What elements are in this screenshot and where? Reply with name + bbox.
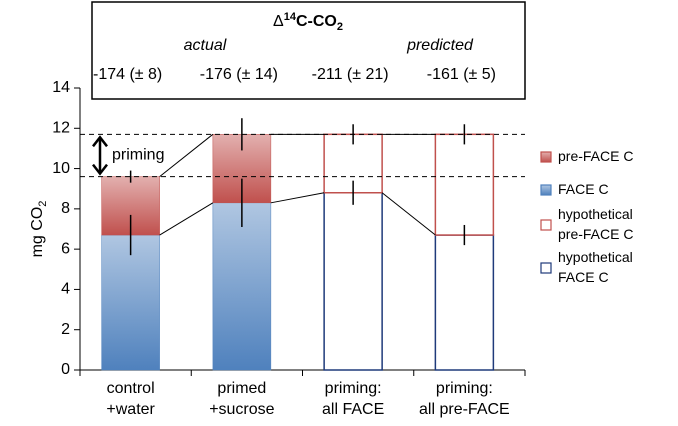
bar-segment — [212, 202, 272, 371]
legend-label: hypothetical pre-FACE C — [558, 206, 633, 242]
delta-box — [91, 1, 526, 100]
delta-value: -161 (± 5) — [427, 66, 496, 83]
delta-value: -176 (± 14) — [200, 66, 278, 83]
x-tick-label: primed +sucrose — [209, 380, 274, 418]
legend-swatch — [540, 151, 552, 163]
y-tick-label: 14 — [52, 79, 70, 96]
bar-segment — [434, 234, 495, 371]
y-tick-label: 6 — [61, 240, 70, 257]
delta-value: -174 (± 8) — [93, 66, 162, 83]
connector — [159, 133, 214, 178]
y-tick-label: 10 — [52, 160, 70, 177]
box-label: predicted — [406, 37, 474, 54]
delta-value: -211 (± 21) — [312, 66, 389, 83]
y-tick-label: 4 — [61, 281, 70, 298]
bar-segment — [323, 191, 383, 371]
y-tick-label: 0 — [61, 361, 70, 378]
y-tick-label: 12 — [52, 120, 70, 137]
annotation: priming — [112, 147, 164, 164]
connector — [270, 192, 325, 204]
arrow-head — [92, 135, 108, 148]
arrow-head — [92, 163, 108, 176]
x-tick-label: priming: all FACE — [322, 380, 384, 418]
y-tick-label: 2 — [61, 321, 70, 338]
legend-label: hypothetical FACE C — [558, 249, 633, 285]
legend-swatch — [540, 219, 552, 231]
legend-swatch — [540, 262, 552, 274]
legend-label: FACE C — [558, 181, 609, 197]
legend-swatch — [540, 184, 552, 196]
x-tick-label: control +water — [106, 380, 155, 418]
connector — [381, 192, 436, 236]
bar-segment — [101, 234, 160, 371]
y-tick-label: 8 — [61, 200, 70, 217]
connector — [159, 202, 214, 236]
bar-segment — [434, 133, 495, 236]
legend-label: pre-FACE C — [558, 148, 633, 164]
box-title: Δ14C-CO2 — [273, 11, 343, 33]
box-label: actual — [184, 37, 227, 54]
y-axis-label: mg CO2 — [29, 201, 49, 258]
x-tick-label: priming: all pre-FACE — [419, 380, 510, 418]
